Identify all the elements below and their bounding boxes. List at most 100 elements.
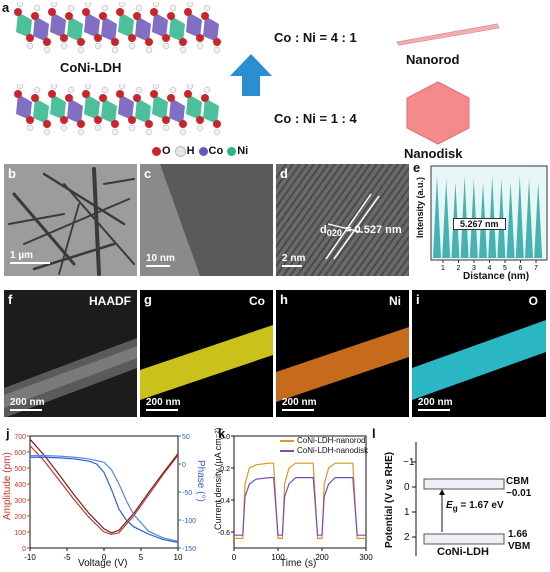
profile-xtick: 3: [472, 265, 476, 272]
j-series-0: [29, 445, 179, 536]
legend-k-swatch-nanorod: [280, 440, 294, 442]
scale-bar-b: [10, 262, 50, 264]
band-diagram: [412, 442, 505, 556]
panel-d-lattice-image: d d020 = 0.527 nm 2 nm: [276, 164, 409, 276]
panel-c-hrtem-image: c 10 nm: [140, 164, 273, 276]
panel-label-h: h: [280, 292, 288, 307]
band-ytick-2: 2: [404, 532, 410, 543]
panel-label-a: a: [2, 0, 10, 15]
k-ytick: -0.6: [218, 530, 230, 537]
legend-o: O: [162, 145, 171, 157]
legend-k: CoNi-LDH-nanorod CoNi-LDH-nanodisk: [280, 436, 368, 456]
panel-g-co-map: g Co 200 nm: [140, 290, 273, 417]
panel-b-tem-image: b 1 µm: [4, 164, 137, 276]
vbm-label: VBM: [508, 541, 531, 552]
j-xtick: -10: [24, 553, 36, 562]
panel-f-haadf-image: f HAADF 200 nm: [4, 290, 137, 417]
profile-xtick: 7: [534, 265, 538, 272]
cbm-value: −0.01: [506, 488, 532, 499]
ratio-top: Co : Ni = 4 : 1: [274, 30, 357, 45]
period-box: 5.267 nm: [453, 218, 506, 230]
panel-label-j: j: [6, 426, 10, 441]
element-legend: O H Co Ni: [152, 145, 248, 157]
nanodisk-icon: [406, 81, 470, 145]
ratio-bottom: Co : Ni = 1 : 4: [274, 111, 357, 126]
corner-label-f: HAADF: [89, 294, 131, 308]
panel-label-i: i: [416, 292, 420, 307]
scale-text-h: 200 nm: [282, 397, 317, 408]
panel-label-g: g: [144, 292, 152, 307]
oxygen-dot-icon: [152, 146, 161, 156]
vbm-value: 1.66: [508, 529, 528, 540]
j-y2tick: -50: [182, 490, 192, 497]
j-xtick: 5: [139, 553, 144, 562]
j-ytick: 0: [22, 546, 26, 553]
band-material-label: CoNi-LDH: [437, 546, 489, 558]
panel-h-ni-map: h Ni 200 nm: [276, 290, 409, 417]
d-value: = 0.527 nm: [342, 224, 402, 236]
j-series-3: [30, 455, 179, 542]
eg-value: = 1.67 eV: [457, 500, 504, 511]
axis-label-j-y2: Phase (°): [195, 460, 206, 502]
k-ytick: 0.0: [220, 434, 230, 441]
j-xtick: 0: [102, 553, 107, 562]
d-spacing-label: d020 = 0.527 nm: [320, 224, 402, 238]
up-arrow-icon: [230, 54, 272, 96]
legend-k-item-nanodisk: CoNi-LDH-nanodisk: [280, 446, 368, 456]
bandgap-label: Eg = 1.67 eV: [446, 500, 504, 513]
k-xtick: 300: [359, 553, 373, 562]
legend-co: Co: [208, 145, 224, 157]
band-ytick-n1: −1: [403, 457, 415, 468]
j-ytick: 700: [14, 434, 26, 441]
j-y2tick: 0: [182, 462, 186, 469]
scale-bar-d: [282, 265, 302, 267]
panel-label-l: l: [372, 426, 376, 441]
j-ytick: 200: [14, 514, 26, 521]
panel-label-b: b: [8, 166, 16, 181]
scale-bar-i: [418, 409, 450, 411]
j-series-1: [29, 438, 179, 534]
scale-text-f: 200 nm: [10, 397, 45, 408]
crystal-structure-bottom: [14, 84, 221, 136]
rod-edge-texture: [140, 164, 273, 276]
j-ytick: 500: [14, 466, 26, 473]
scale-text-g: 200 nm: [146, 397, 181, 408]
panel-label-f: f: [8, 292, 13, 307]
corner-label-g: Co: [249, 294, 265, 308]
panel-label-d: d: [280, 166, 288, 181]
k-series-0: [234, 462, 366, 540]
d-symbol: d: [320, 224, 327, 236]
j-ytick: 100: [14, 530, 26, 537]
ni-map-rod: [276, 327, 409, 402]
k-xtick: 200: [315, 553, 329, 562]
band-ytick-1: 1: [404, 507, 410, 518]
profile-xtick: 6: [519, 265, 523, 272]
nickel-dot-icon: [227, 146, 237, 156]
nanorod-icon: [396, 23, 500, 46]
corner-label-i: O: [528, 294, 538, 308]
scale-bar-f: [10, 409, 42, 411]
k-xtick: 100: [271, 553, 285, 562]
axis-label-e-x: Distance (nm): [463, 271, 530, 282]
panel-e-profile: e 1 2 3 4 5 6 7 5.267 nm Intensity (a.u.) Dist…: [413, 160, 550, 284]
crystal-structure-top: [14, 2, 221, 54]
cbm-label: CBM: [506, 476, 529, 487]
hydrogen-dot-icon: [174, 145, 186, 157]
k-xtick: 0: [232, 553, 237, 562]
panel-label-e: e: [413, 160, 421, 175]
shape-top-label: Nanorod: [406, 52, 460, 67]
profile-xtick: 4: [488, 265, 492, 272]
legend-k-text-nanorod: CoNi-LDH-nanorod: [297, 436, 366, 445]
material-label-top: CoNi-LDH: [60, 60, 122, 75]
k-series-1: [234, 476, 366, 536]
haadf-rod: [4, 338, 137, 417]
o-map-rod: [412, 320, 546, 400]
scale-bar-h: [282, 409, 314, 411]
j-ytick: 400: [14, 482, 26, 489]
axis-label-k-x: Time (s): [280, 558, 317, 569]
cobalt-dot-icon: [198, 146, 208, 156]
scale-text-d: 2 nm: [282, 253, 306, 264]
k-ytick: -0.2: [218, 466, 230, 473]
profile-xtick: 2: [457, 265, 461, 272]
